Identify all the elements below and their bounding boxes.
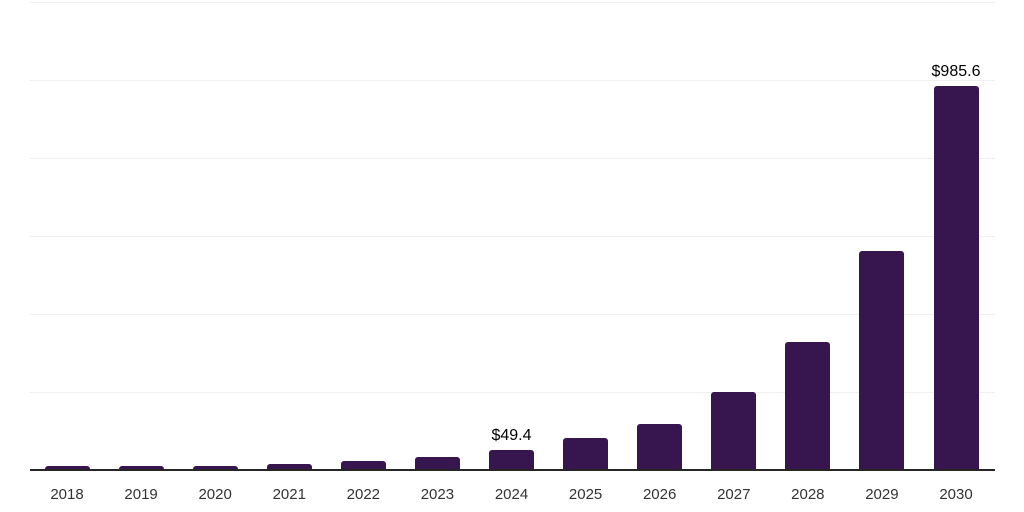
x-axis-label-2019: 2019 (124, 486, 158, 503)
bar-2025[interactable] (563, 438, 609, 470)
bar-2026[interactable] (637, 423, 683, 470)
x-axis-label-2028: 2028 (791, 486, 825, 503)
gridline-800 (30, 157, 995, 159)
bar-2029[interactable] (859, 251, 905, 470)
bar-2028[interactable] (785, 342, 831, 470)
gridline-600 (30, 235, 995, 237)
x-axis-label-2022: 2022 (346, 486, 381, 503)
value-label-2024: $49.4 (491, 427, 532, 445)
bar-2023[interactable] (414, 457, 460, 470)
x-axis-label-2020: 2020 (198, 486, 232, 503)
value-label-2030: $985.6 (931, 62, 981, 80)
x-axis-label-2021: 2021 (272, 486, 306, 503)
bar-2019[interactable] (118, 465, 164, 470)
bar-2024[interactable] (489, 450, 534, 470)
x-axis-label-2025: 2025 (568, 486, 603, 503)
x-axis-label-2023: 2023 (420, 486, 455, 503)
bar-2020[interactable] (192, 465, 238, 470)
gridline-400 (30, 313, 995, 315)
x-axis-label-2030: 2030 (939, 486, 973, 503)
x-axis-label-2018: 2018 (50, 486, 84, 503)
gridline-200 (30, 391, 995, 393)
gridline-1000 (30, 79, 995, 81)
x-axis-label-2027: 2027 (717, 486, 751, 503)
x-axis-label-2029: 2029 (865, 486, 899, 503)
x-axis-line (30, 469, 995, 471)
gridline-1200 (30, 2, 995, 3)
bar-2021[interactable] (266, 464, 312, 470)
bar-2022[interactable] (340, 460, 386, 470)
x-axis-label-2024: 2024 (494, 486, 529, 503)
x-axis-label-2026: 2026 (642, 486, 677, 503)
bar-2027[interactable] (711, 392, 757, 470)
bar-2018[interactable] (44, 466, 90, 470)
bar-2030[interactable] (933, 85, 979, 470)
